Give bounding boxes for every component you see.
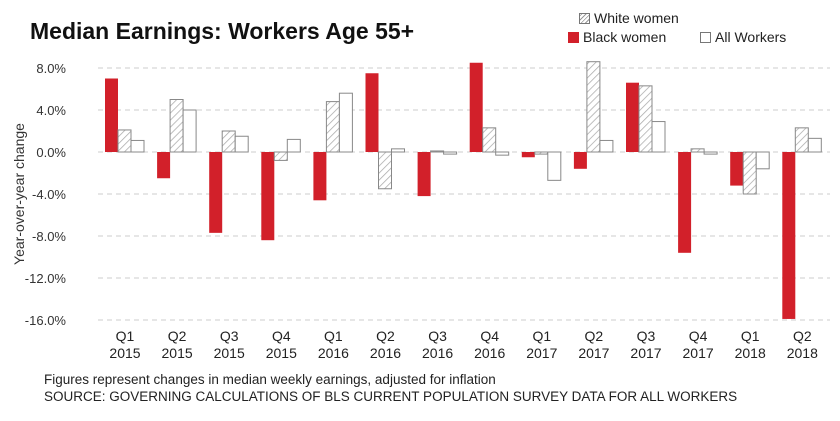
- x-tick-label: Q2: [376, 328, 395, 344]
- bar-black-women: [157, 152, 171, 179]
- bar-black-women: [678, 152, 692, 253]
- bar-black-women: [209, 152, 223, 233]
- x-tick-label: Q2: [585, 328, 604, 344]
- x-tick-label: Q2: [793, 328, 812, 344]
- x-tick-label: 2016: [318, 345, 349, 361]
- x-tick-label: Q4: [480, 328, 499, 344]
- bar-white-women: [534, 151, 549, 155]
- bar-all-workers: [807, 137, 822, 153]
- x-tick-label: 2018: [735, 345, 766, 361]
- bar-all-workers: [130, 139, 145, 153]
- bar-black-women: [573, 152, 587, 169]
- bar-white-women: [273, 151, 288, 161]
- bar-white-women: [325, 101, 340, 153]
- x-tick-label: Q1: [116, 328, 135, 344]
- bar-all-workers: [234, 135, 249, 153]
- legend-swatch: [568, 31, 579, 43]
- y-axis-label: Year-over-year change: [11, 123, 27, 265]
- bar-black-women: [469, 62, 483, 152]
- bar-all-workers: [651, 121, 666, 153]
- legend-all-workers: All Workers: [700, 29, 786, 45]
- bar-black-women: [261, 152, 275, 241]
- x-tick-label: 2017: [578, 345, 609, 361]
- bar-black-women: [105, 78, 118, 152]
- x-tick-label: Q1: [532, 328, 551, 344]
- x-tick-label: Q2: [168, 328, 187, 344]
- y-tick-label: -4.0%: [32, 187, 66, 202]
- legend-swatch: [579, 12, 590, 24]
- legend-label: White women: [594, 10, 679, 26]
- bar-black-women: [626, 82, 639, 152]
- legend-label: All Workers: [715, 29, 787, 45]
- bar-white-women: [169, 99, 184, 153]
- x-tick-label: 2015: [266, 345, 297, 361]
- bar-all-workers: [286, 138, 301, 153]
- bar-white-women: [430, 150, 445, 153]
- bar-white-women: [117, 129, 132, 153]
- legend-label: Black women: [583, 29, 667, 45]
- x-tick-label: Q3: [220, 328, 239, 344]
- x-tick-label: Q3: [637, 328, 656, 344]
- y-tick-label: -12.0%: [25, 271, 67, 286]
- x-tick-label: 2015: [214, 345, 245, 361]
- bar-white-women: [638, 85, 653, 153]
- bar-black-women: [782, 152, 796, 319]
- bar-all-workers: [755, 151, 770, 170]
- legend-white-women: White women: [579, 10, 679, 26]
- legend-swatch: [700, 31, 711, 43]
- bar-all-workers: [495, 151, 510, 156]
- bar-black-women: [365, 73, 379, 152]
- y-tick-label: 4.0%: [36, 103, 66, 118]
- bar-white-women: [482, 127, 497, 153]
- chart-title: Median Earnings: Workers Age 55+: [30, 18, 415, 44]
- x-tick-label: 2015: [162, 345, 193, 361]
- bar-all-workers: [547, 151, 562, 181]
- x-tick-label: Q4: [272, 328, 291, 344]
- bar-white-women: [586, 61, 601, 153]
- x-tick-label: 2016: [370, 345, 401, 361]
- x-tick-label: 2017: [683, 345, 714, 361]
- x-tick-label: 2018: [787, 345, 818, 361]
- x-tick-label: Q4: [689, 328, 708, 344]
- x-tick-label: 2015: [109, 345, 140, 361]
- y-tick-label: -16.0%: [25, 313, 67, 328]
- bar-white-women: [690, 148, 705, 153]
- bar-all-workers: [182, 109, 197, 153]
- bar-white-women: [794, 127, 809, 153]
- footnote: Figures represent changes in median week…: [44, 372, 496, 387]
- x-tick-label: 2017: [630, 345, 661, 361]
- x-tick-label: 2016: [422, 345, 453, 361]
- y-tick-label: -8.0%: [32, 229, 66, 244]
- x-tick-label: Q3: [428, 328, 447, 344]
- legend-black-women: Black women: [568, 29, 666, 45]
- bar-black-women: [521, 152, 535, 158]
- bar-all-workers: [338, 92, 353, 153]
- bar-all-workers: [443, 151, 458, 155]
- bar-all-workers: [703, 151, 718, 155]
- source-note: SOURCE: GOVERNING CALCULATIONS OF BLS CU…: [44, 389, 738, 404]
- bar-white-women: [221, 130, 236, 153]
- bar-all-workers: [391, 148, 405, 153]
- bar-white-women: [742, 151, 757, 195]
- bar-black-women: [730, 152, 744, 186]
- x-tick-label: 2017: [526, 345, 557, 361]
- bar-all-workers: [599, 139, 614, 153]
- bar-black-women: [313, 152, 327, 201]
- bar-black-women: [417, 152, 431, 197]
- x-tick-label: Q1: [741, 328, 760, 344]
- x-tick-label: 2016: [474, 345, 505, 361]
- x-tick-label: Q1: [324, 328, 343, 344]
- y-tick-label: 0.0%: [36, 145, 66, 160]
- bar-white-women: [378, 151, 392, 190]
- y-tick-label: 8.0%: [36, 61, 66, 76]
